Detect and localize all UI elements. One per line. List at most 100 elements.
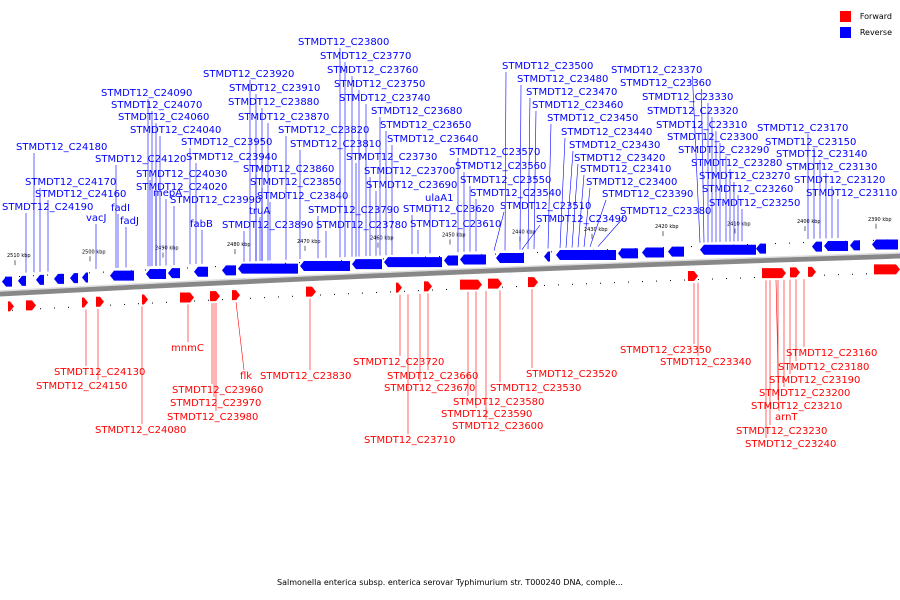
reverse-gene-label: STMDT12_C23680 (371, 106, 462, 117)
minor-tick (299, 262, 300, 264)
reverse-gene-label: STMDT12_C23560 (455, 161, 546, 172)
reverse-gene-label: STMDT12_C23460 (532, 100, 623, 111)
reverse-gene-arrow (70, 273, 78, 284)
minor-tick (187, 267, 188, 269)
reverse-gene-label: STMDT12_C23360 (620, 78, 711, 89)
reverse-gene-label: STMDT12_C23950 (181, 137, 272, 148)
reverse-gene-label: STMDT12_C23430 (569, 140, 660, 151)
forward-gene-label: mnmC (171, 343, 204, 354)
reverse-gene-label: STMDT12_C23420 (574, 153, 665, 164)
minor-tick (670, 280, 671, 282)
forward-gene-label: STMDT12_C23980 (167, 412, 258, 423)
scale-tick-label: 2450 kbp (442, 233, 466, 239)
forward-gene-label: flk (240, 371, 252, 382)
reverse-gene-label: STMDT12_C23610 (410, 219, 501, 230)
forward-gene-arrow (210, 291, 220, 302)
forward-label: Forward (859, 11, 892, 21)
forward-gene-arrow (82, 297, 88, 308)
reverse-gene-label: STMDT12_C23270 (699, 171, 790, 182)
legend-forward: Forward (839, 8, 892, 24)
reverse-gene-label: STMDT12_C24060 (118, 112, 209, 123)
minor-tick (12, 309, 13, 311)
forward-gene-label: STMDT12_C23530 (490, 383, 581, 394)
reverse-gene-arrow (668, 246, 684, 257)
forward-leader-line (235, 302, 245, 371)
forward-gene-arrow (26, 300, 36, 311)
forward-gene-label: STMDT12_C23660 (387, 371, 478, 382)
reverse-gene-arrow (2, 276, 12, 287)
minor-tick (614, 282, 615, 284)
minor-tick (145, 269, 146, 271)
reverse-gene-label: STMDT12_C23450 (547, 113, 638, 124)
reverse-gene-arrow (222, 265, 236, 276)
reverse-genes (2, 239, 898, 287)
reverse-leader-line (547, 123, 552, 249)
reverse-gene-label: STMDT12_C23750 (334, 79, 425, 90)
scale-tick-label: 2390 kbp (868, 217, 892, 223)
reverse-gene-label: STMDT12_C23320 (647, 106, 738, 117)
reverse-gene-label: STMDT12_C23940 (186, 152, 277, 163)
forward-gene-label: STMDT12_C23200 (759, 388, 850, 399)
reverse-gene-arrow (850, 240, 860, 251)
minor-tick (103, 271, 104, 273)
reverse-gene-label: STMDT12_C24030 (136, 169, 227, 180)
forward-gene-arrow (528, 277, 538, 288)
reverse-gene-label: STMDT12_C24090 (101, 88, 192, 99)
reverse-gene-arrow (460, 254, 486, 265)
reverse-gene-label: STMDT12_C24170 (25, 177, 116, 188)
reverse-gene-label: STMDT12_C23120 (794, 175, 885, 186)
minor-tick (341, 260, 342, 262)
minor-tick (292, 295, 293, 297)
forward-gene-arrow (488, 278, 502, 289)
minor-tick (740, 277, 741, 279)
forward-gene-label: STMDT12_C23580 (453, 397, 544, 408)
reverse-gene-arrow (54, 273, 64, 284)
forward-gene-arrow (306, 286, 316, 297)
reverse-gene-arrow (824, 241, 848, 252)
reverse-leader-line (533, 110, 537, 250)
reverse-gene-label: STMDT12_C23890 (222, 220, 313, 231)
reverse-gene-label: STMDT12_C23480 (517, 74, 608, 85)
reverse-gene-label: STMDT12_C23860 (243, 164, 334, 175)
minor-tick (432, 289, 433, 291)
minor-tick (278, 296, 279, 298)
minor-tick (544, 284, 545, 286)
reverse-gene-label: STMDT12_C23640 (387, 134, 478, 145)
minor-tick (691, 246, 692, 248)
forward-gene-label: STMDT12_C23710 (364, 435, 455, 446)
reverse-gene-label: STMDT12_C24040 (130, 125, 221, 136)
minor-tick (250, 297, 251, 299)
minor-tick (439, 255, 440, 257)
forward-gene-arrow (790, 267, 800, 278)
minor-tick (166, 301, 167, 303)
reverse-leader-line (701, 88, 705, 243)
reverse-gene-label: STMDT12_C23730 (346, 152, 437, 163)
reverse-leader-line (521, 224, 541, 250)
reverse-leader-line (577, 174, 585, 248)
minor-tick (747, 244, 748, 246)
reverse-gene-arrow (238, 263, 298, 274)
minor-tick (68, 306, 69, 308)
reverse-leader-line (493, 211, 505, 251)
forward-gene-arrow (762, 268, 786, 279)
minor-tick (152, 302, 153, 304)
reverse-gene-arrow (82, 272, 88, 283)
reverse-gene-label: STMDT12_C23390 (602, 189, 693, 200)
forward-gene-label: STMDT12_C23190 (769, 375, 860, 386)
reverse-gene-label: STMDT12_C23840 (257, 191, 348, 202)
reverse-gene-label: STMDT12_C23330 (642, 92, 733, 103)
reverse-gene-arrow (168, 268, 180, 279)
reverse-gene-arrow (556, 249, 616, 260)
forward-gene-label: STMDT12_C23520 (526, 369, 617, 380)
genome-backbone (0, 252, 900, 297)
forward-gene-label: STMDT12_C23240 (745, 439, 836, 450)
reverse-gene-arrow (642, 247, 664, 258)
reverse-gene-label: mepA (153, 188, 182, 199)
reverse-label: Reverse (859, 27, 892, 37)
minor-tick (628, 281, 629, 283)
minor-tick (446, 288, 447, 290)
scale-tick-label: 2470 kbp (297, 239, 321, 245)
reverse-gene-label: STMDT12_C23870 (238, 112, 329, 123)
reverse-gene-label: STMDT12_C24160 (35, 189, 126, 200)
legend-reverse: Reverse (839, 24, 892, 40)
